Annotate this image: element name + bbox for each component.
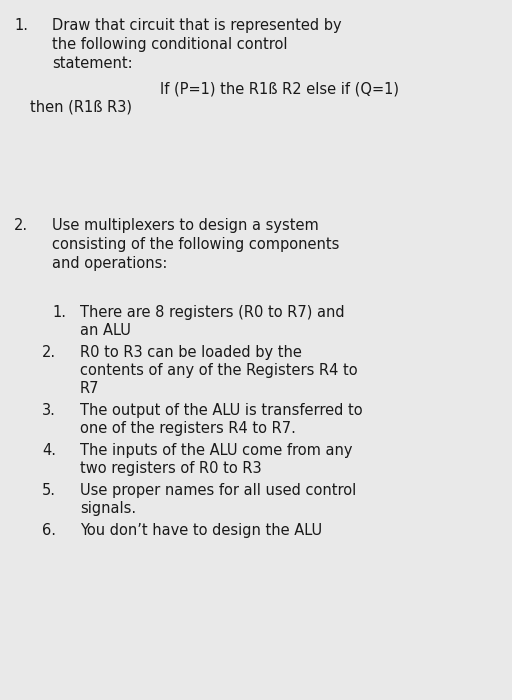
Text: R7: R7	[80, 381, 99, 396]
Text: Use multiplexers to design a system: Use multiplexers to design a system	[52, 218, 319, 233]
Text: signals.: signals.	[80, 501, 136, 516]
Text: the following conditional control: the following conditional control	[52, 37, 288, 52]
Text: 1.: 1.	[14, 18, 28, 33]
Text: two registers of R0 to R3: two registers of R0 to R3	[80, 461, 262, 476]
Text: 2.: 2.	[42, 345, 56, 360]
Text: If (P=1) the R1ß R2 else if (Q=1): If (P=1) the R1ß R2 else if (Q=1)	[160, 81, 399, 96]
Text: The inputs of the ALU come from any: The inputs of the ALU come from any	[80, 443, 352, 458]
Text: 4.: 4.	[42, 443, 56, 458]
Text: You don’t have to design the ALU: You don’t have to design the ALU	[80, 523, 322, 538]
Text: The output of the ALU is transferred to: The output of the ALU is transferred to	[80, 403, 362, 418]
Text: 1.: 1.	[52, 305, 66, 320]
Text: 5.: 5.	[42, 483, 56, 498]
Text: Draw that circuit that is represented by: Draw that circuit that is represented by	[52, 18, 342, 33]
Text: There are 8 registers (R0 to R7) and: There are 8 registers (R0 to R7) and	[80, 305, 345, 320]
Text: consisting of the following components: consisting of the following components	[52, 237, 339, 252]
Text: statement:: statement:	[52, 56, 133, 71]
Text: 3.: 3.	[42, 403, 56, 418]
Text: R0 to R3 can be loaded by the: R0 to R3 can be loaded by the	[80, 345, 302, 360]
Text: contents of any of the Registers R4 to: contents of any of the Registers R4 to	[80, 363, 357, 378]
Text: Use proper names for all used control: Use proper names for all used control	[80, 483, 356, 498]
Text: then (R1ß R3): then (R1ß R3)	[30, 100, 132, 115]
Text: one of the registers R4 to R7.: one of the registers R4 to R7.	[80, 421, 296, 436]
Text: and operations:: and operations:	[52, 256, 167, 271]
Text: an ALU: an ALU	[80, 323, 131, 338]
Text: 2.: 2.	[14, 218, 28, 233]
Text: 6.: 6.	[42, 523, 56, 538]
